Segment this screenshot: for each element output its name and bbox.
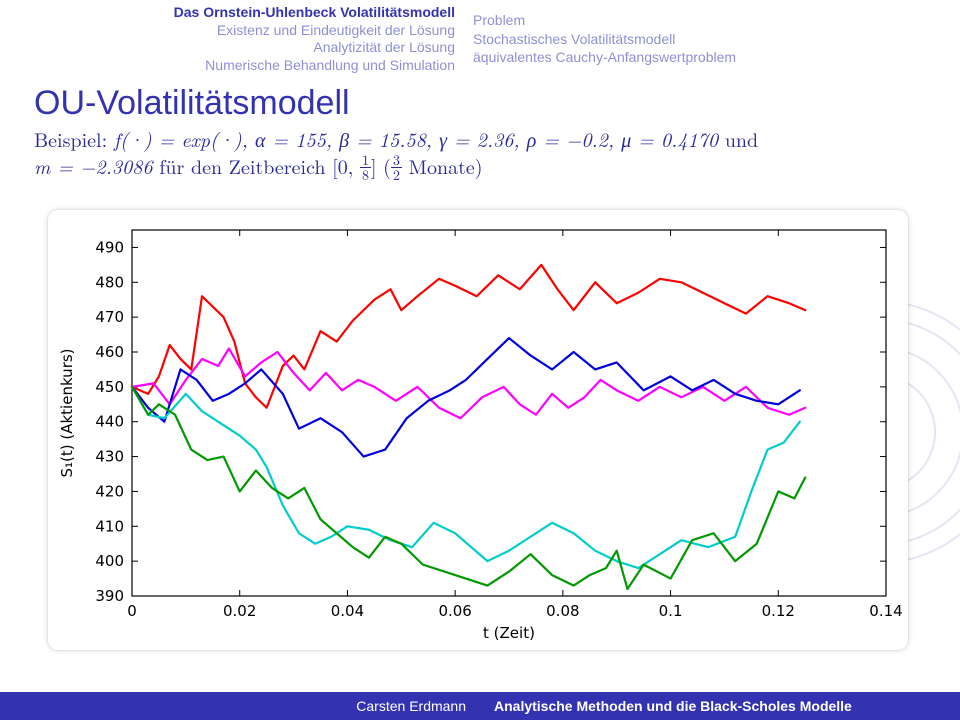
- svg-text:t (Zeit): t (Zeit): [483, 624, 535, 642]
- svg-text:390: 390: [95, 587, 124, 605]
- subtitle-l1-prefix: Beispiel:: [34, 124, 114, 153]
- svg-text:0.02: 0.02: [223, 602, 256, 620]
- subtitle-l1-suffix: und: [718, 124, 758, 153]
- svg-text:400: 400: [95, 552, 124, 570]
- chart-svg: 0 0.02 0.04 0.06 0.08 0.1 0.12 0.14 390 400 410 420…: [52, 220, 904, 644]
- header-right-l1: Problem: [473, 11, 930, 30]
- svg-text:440: 440: [95, 413, 124, 431]
- svg-text:490: 490: [95, 238, 124, 256]
- header-right: Problem Stochastisches Volatilitätsmodel…: [473, 11, 930, 68]
- page-title: OU-Volatilitätsmodell: [0, 82, 960, 123]
- svg-text:410: 410: [95, 517, 124, 535]
- header-left-l2: Existenz und Eindeutigkeit der Lösung: [0, 22, 455, 40]
- footer-author: Carsten Erdmann: [0, 692, 480, 720]
- footer-title: Analytische Methoden und die Black-Schol…: [480, 692, 960, 720]
- subtitle-l2-mid: ] (: [371, 151, 391, 180]
- header-left-l1: Das Ornstein-Uhlenbeck Volatilitätsmodel…: [0, 4, 455, 22]
- subtitle-l2-text: für den Zeitbereich [0,: [153, 151, 360, 180]
- header-right-l2: Stochastisches Volatilitätsmodell: [473, 30, 930, 49]
- header-left-l3: Analytizität der Lösung: [0, 39, 455, 57]
- chart-panel: 0 0.02 0.04 0.06 0.08 0.1 0.12 0.14 390 400 410 420…: [48, 210, 908, 650]
- svg-text:0.12: 0.12: [762, 602, 795, 620]
- svg-text:480: 480: [95, 273, 124, 291]
- subtitle-l1-math: f(·) = exp(·), α = 155, β = 15.58, γ = 2…: [114, 124, 718, 153]
- subtitle: Beispiel: f(·) = exp(·), α = 155, β = 15…: [0, 123, 960, 184]
- header-left-l4: Numerische Behandlung und Simulation: [0, 57, 455, 75]
- svg-text:0.08: 0.08: [546, 602, 579, 620]
- frac-1: 18: [360, 153, 371, 182]
- svg-text:0.06: 0.06: [438, 602, 471, 620]
- svg-text:450: 450: [95, 378, 124, 396]
- svg-text:470: 470: [95, 308, 124, 326]
- svg-text:0.1: 0.1: [659, 602, 683, 620]
- slide-header: Das Ornstein-Uhlenbeck Volatilitätsmodel…: [0, 0, 960, 82]
- subtitle-l2-suffix: Monate): [402, 151, 483, 180]
- svg-text:0: 0: [127, 602, 137, 620]
- svg-text:S₁(t) (Aktienkurs): S₁(t) (Aktienkurs): [58, 348, 76, 477]
- svg-text:430: 430: [95, 448, 124, 466]
- svg-text:420: 420: [95, 482, 124, 500]
- svg-text:0.04: 0.04: [331, 602, 364, 620]
- footer-bar: Carsten Erdmann Analytische Methoden und…: [0, 692, 960, 720]
- header-left: Das Ornstein-Uhlenbeck Volatilitätsmodel…: [0, 4, 473, 74]
- header-right-l3: äquivalentes Cauchy-Anfangswertproblem: [473, 48, 930, 67]
- subtitle-l2-prefix: m = −2.3086: [34, 151, 153, 180]
- frac-2: 32: [391, 153, 402, 182]
- svg-text:0.14: 0.14: [869, 602, 902, 620]
- svg-text:460: 460: [95, 343, 124, 361]
